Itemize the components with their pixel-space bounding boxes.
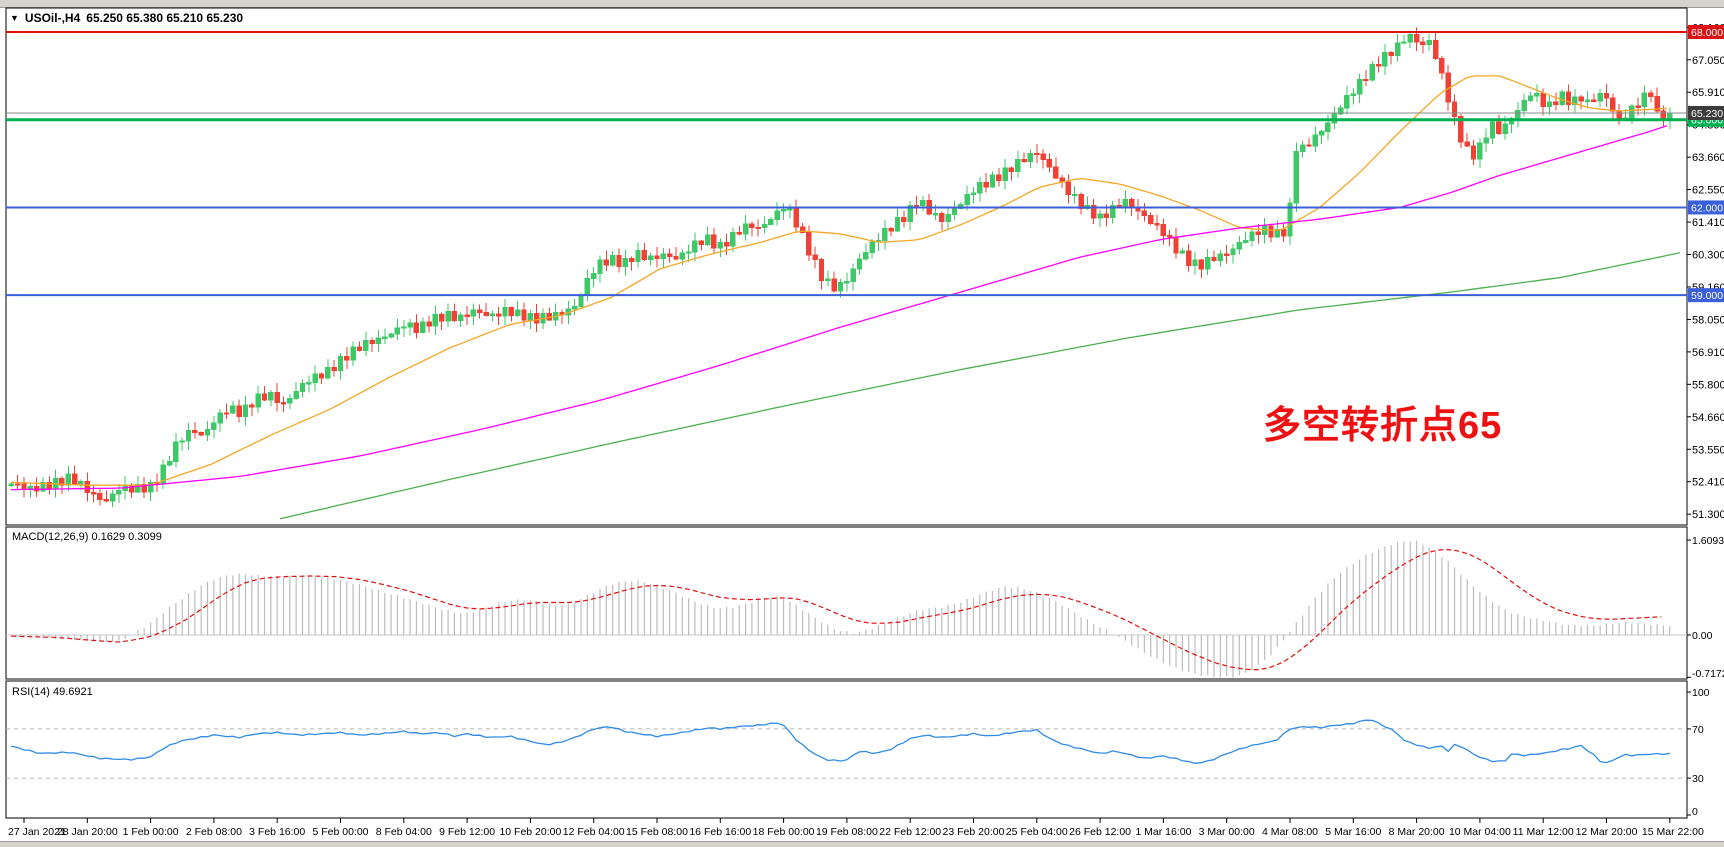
rsi-indicator-label: RSI(14) 49.6921 xyxy=(12,686,93,698)
rsi-axis-label: 0 xyxy=(1692,806,1698,818)
time-axis-label: 19 Feb 08:00 xyxy=(816,826,878,838)
time-axis-label: 16 Feb 16:00 xyxy=(689,826,751,838)
price-axis-label: 65.910 xyxy=(1692,87,1724,99)
rsi-line xyxy=(11,719,1670,764)
price-axis-label: 52.410 xyxy=(1692,477,1724,489)
price-axis-label: 58.050 xyxy=(1692,314,1724,326)
rsi-axis-label: 30 xyxy=(1692,773,1704,785)
time-axis-label: 11 Mar 12:00 xyxy=(1513,826,1574,838)
time-axis-label: 15 Feb 08:00 xyxy=(626,826,688,838)
time-axis-label: 27 Jan 2021 xyxy=(8,826,66,838)
ma-slow-green xyxy=(279,252,1681,520)
price-axis-label: 60.300 xyxy=(1692,250,1724,262)
time-axis-label: 12 Feb 04:00 xyxy=(563,826,625,838)
price-axis-label: 54.660 xyxy=(1692,412,1724,424)
macd-axis-label: 1.6093 xyxy=(1692,535,1724,547)
price-axis-label: 62.550 xyxy=(1692,185,1724,197)
time-axis-label: 28 Jan 20:00 xyxy=(57,826,118,838)
price-axis-label: 55.800 xyxy=(1692,379,1724,391)
time-axis-label: 26 Feb 12:00 xyxy=(1069,826,1131,838)
time-axis-label: 4 Mar 08:00 xyxy=(1262,826,1318,838)
time-axis-label: 1 Mar 16:00 xyxy=(1135,826,1191,838)
macd-indicator-label: MACD(12,26,9) 0.1629 0.3099 xyxy=(12,531,162,543)
time-axis-label: 3 Feb 16:00 xyxy=(249,826,305,838)
time-axis-label: 25 Feb 04:00 xyxy=(1006,826,1068,838)
price-level-badge xyxy=(1688,288,1724,303)
macd-histogram xyxy=(10,540,1671,678)
macd-axis-label: -0.7172 xyxy=(1692,668,1724,680)
price-axis-label: 63.660 xyxy=(1692,152,1724,164)
chart-text-annotation[interactable]: 多空转折点65 xyxy=(1263,405,1503,447)
symbol-dropdown-icon[interactable]: ▼ xyxy=(10,13,19,23)
price-level-badge xyxy=(1688,200,1724,215)
time-axis-label: 9 Feb 12:00 xyxy=(439,826,495,838)
price-level-badge-text: 68.000 xyxy=(1691,27,1723,39)
time-axis-label: 8 Mar 20:00 xyxy=(1389,826,1445,838)
ma-fast-orange xyxy=(10,75,1668,486)
macd-signal-line xyxy=(11,548,1662,671)
time-axis-label: 5 Feb 00:00 xyxy=(312,826,368,838)
current-price-badge xyxy=(1688,105,1724,120)
ohlc-values: 65.250 65.380 65.210 65.230 xyxy=(86,11,244,25)
rsi-axis-label: 100 xyxy=(1692,687,1710,699)
price-axis-label: 56.910 xyxy=(1692,347,1724,359)
window-bottom-strip xyxy=(0,841,1724,847)
time-axis-label: 23 Feb 20:00 xyxy=(943,826,1005,838)
chart-title: ▼ USOil-,H4 65.250 65.380 65.210 65.230 xyxy=(10,11,243,25)
time-axis-label: 15 Mar 22:00 xyxy=(1642,826,1704,838)
time-axis-label: 18 Feb 00:00 xyxy=(753,826,815,838)
time-axis-label: 8 Feb 04:00 xyxy=(376,826,432,838)
current-price-badge-text: 65.230 xyxy=(1691,108,1723,120)
time-axis-label: 3 Mar 00:00 xyxy=(1199,826,1255,838)
time-axis-label: 10 Feb 20:00 xyxy=(499,826,561,838)
price-level-badge-text: 62.000 xyxy=(1691,202,1723,214)
time-axis-label: 2 Feb 08:00 xyxy=(186,826,242,838)
price-axis-label: 51.300 xyxy=(1692,509,1724,521)
time-axis-label: 1 Feb 00:00 xyxy=(123,826,179,838)
price-level-badge xyxy=(1688,25,1724,39)
price-axis-label: 53.550 xyxy=(1692,444,1724,456)
price-level-badge-text: 59.000 xyxy=(1691,290,1723,302)
time-axis-label: 22 Feb 12:00 xyxy=(879,826,941,838)
macd-axis-label: 0.00 xyxy=(1692,630,1713,642)
time-axis-label: 12 Mar 20:00 xyxy=(1576,826,1638,838)
ma-mid-magenta xyxy=(10,125,1668,491)
time-axis-label: 10 Mar 04:00 xyxy=(1449,826,1511,838)
rsi-panel xyxy=(5,680,1688,819)
symbol-period-label: USOil-,H4 xyxy=(24,11,81,25)
price-axis-label: 61.410 xyxy=(1692,217,1724,229)
time-axis-label: 5 Mar 16:00 xyxy=(1325,826,1381,838)
price-axis-label: 67.050 xyxy=(1692,55,1724,67)
price-panel xyxy=(5,7,1688,526)
macd-panel xyxy=(5,526,1688,680)
rsi-axis-label: 70 xyxy=(1692,724,1704,736)
